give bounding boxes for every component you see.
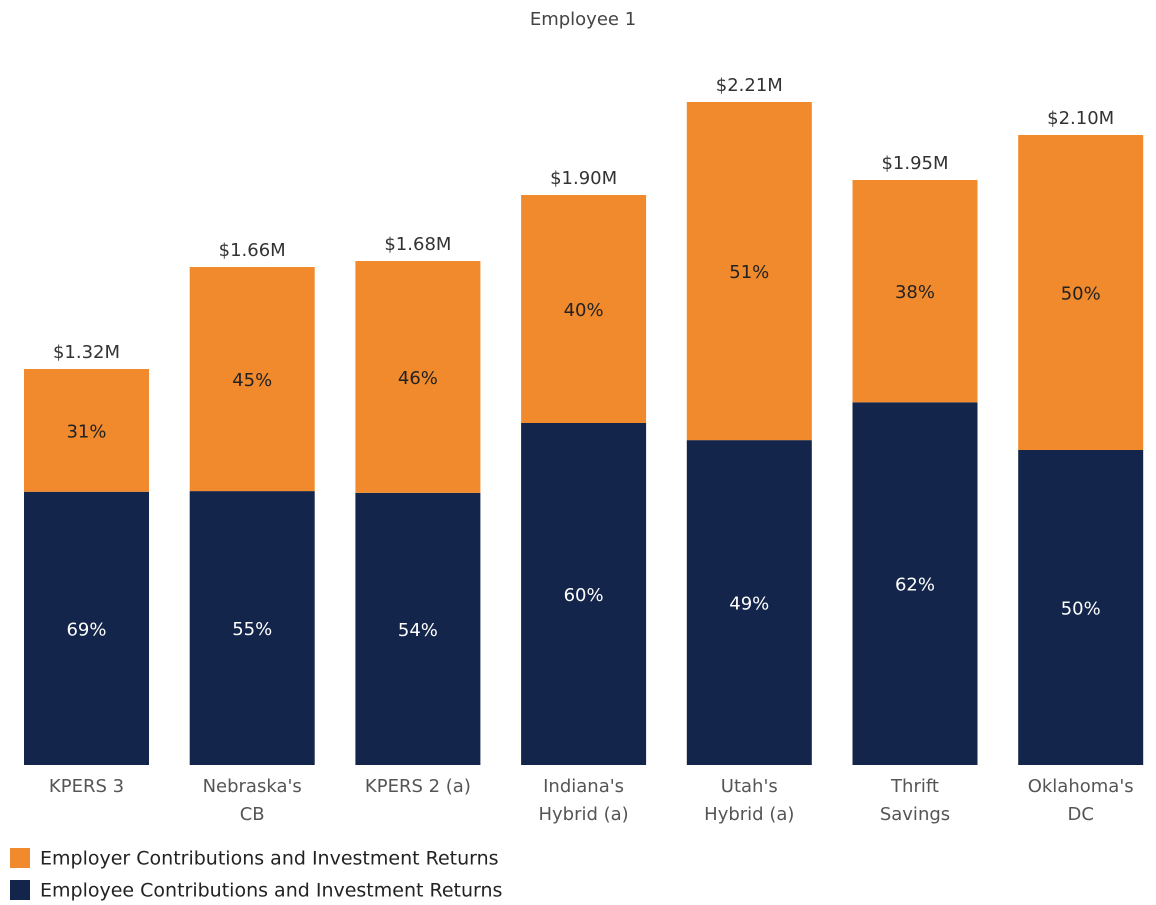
legend-label: Employee Contributions and Investment Re…: [40, 880, 502, 902]
bar-segment: [355, 492, 481, 765]
legend-label: Employer Contributions and Investment Re…: [40, 848, 499, 870]
segment-label: 50%: [1061, 284, 1101, 305]
x-tick-label: Nebraska's: [203, 776, 302, 797]
x-tick-label: DC: [1067, 804, 1093, 825]
segment-label: 60%: [564, 585, 604, 606]
bar-segment: [355, 261, 481, 493]
total-label: $1.68M: [384, 234, 451, 255]
x-tick-label: CB: [240, 804, 265, 825]
bar-segment: [1018, 135, 1144, 450]
segment-label: 46%: [398, 368, 438, 389]
bar-segment: [189, 491, 315, 765]
bar-segment: [1018, 450, 1144, 765]
segment-label: 51%: [729, 262, 769, 283]
bar-segment: [852, 180, 978, 403]
total-label: $1.66M: [219, 240, 286, 261]
segment-label: 54%: [398, 620, 438, 641]
total-label: $1.90M: [550, 168, 617, 189]
x-tick-label: KPERS 3: [49, 776, 124, 797]
bar-segment: [24, 369, 149, 492]
bar-segment: [521, 195, 647, 423]
segment-label: 69%: [66, 619, 106, 640]
bar-segment: [686, 102, 812, 441]
total-label: $1.32M: [53, 342, 120, 363]
x-tick-label: Hybrid (a): [538, 804, 628, 825]
total-label: $2.10M: [1047, 108, 1114, 129]
segment-label: 49%: [729, 594, 769, 615]
bar-segment: [852, 402, 978, 765]
x-tick-label: Thrift: [890, 776, 939, 797]
bar-segment: [189, 267, 315, 492]
total-label: $2.21M: [716, 75, 783, 96]
legend-swatch: [10, 848, 30, 868]
segment-label: 50%: [1061, 599, 1101, 620]
segment-label: 55%: [232, 619, 272, 640]
segment-label: 62%: [895, 575, 935, 596]
x-tick-label: Savings: [880, 804, 950, 825]
x-tick-label: Utah's: [721, 776, 778, 797]
segment-label: 45%: [232, 370, 272, 391]
chart-title: Employee 1: [530, 9, 636, 30]
bar-segment: [521, 423, 647, 765]
segment-label: 40%: [564, 300, 604, 321]
segment-label: 31%: [66, 421, 106, 442]
bar-segment: [686, 440, 812, 765]
x-tick-label: Hybrid (a): [704, 804, 794, 825]
segment-label: 38%: [895, 282, 935, 303]
bar-segment: [24, 491, 149, 765]
x-tick-label: Oklahoma's: [1028, 776, 1134, 797]
x-tick-label: KPERS 2 (a): [365, 776, 471, 797]
x-tick-label: Indiana's: [543, 776, 624, 797]
total-label: $1.95M: [881, 153, 948, 174]
legend-swatch: [10, 880, 30, 900]
